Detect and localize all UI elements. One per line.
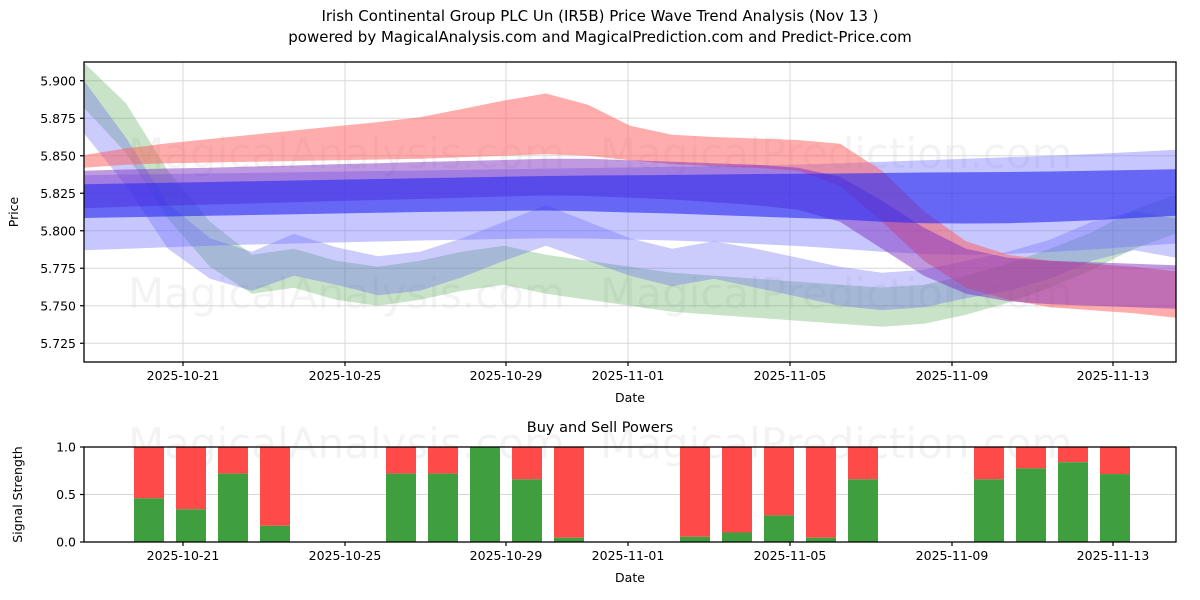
buy-power-bar	[176, 509, 206, 542]
buy-power-bar	[470, 447, 500, 542]
buy-power-bar	[260, 525, 290, 542]
buy-power-bar	[134, 498, 164, 542]
x-tick-label: 2025-10-29	[470, 368, 543, 383]
sell-power-bar	[1058, 447, 1088, 463]
x-tick-label: 2025-11-09	[916, 368, 989, 383]
plot-frame	[83, 61, 1177, 363]
sell-power-bar	[1100, 447, 1130, 475]
x-tick-label: 2025-10-21	[147, 548, 220, 563]
x-axis-title: Date	[615, 390, 645, 405]
y-tick-label: 1.0	[56, 440, 76, 455]
buy-sell-powers-chart: Buy and Sell PowersMagicalAnalysis.comMa…	[10, 419, 1177, 585]
y-tick-label: 5.825	[40, 186, 76, 201]
x-tick-label: 2025-10-29	[470, 548, 543, 563]
y-axis: 0.0 0.5 1.0	[56, 440, 84, 550]
y-tick-label: 5.900	[40, 73, 76, 88]
y-tick-label: 0.5	[56, 487, 76, 502]
y-tick-label: 5.725	[40, 336, 76, 351]
y-tick-label: 5.775	[40, 261, 76, 276]
y-tick-label: 0.0	[56, 535, 76, 550]
buy-power-bar	[974, 479, 1004, 542]
sell-power-bar	[1016, 447, 1046, 469]
x-axis-title: Date	[615, 570, 645, 585]
y-axis-title: Price	[6, 196, 21, 227]
sell-power-bar	[974, 447, 1004, 480]
sell-power-bar	[806, 447, 836, 538]
buy-power-bar	[512, 479, 542, 542]
y-axis: 5.725 5.750 5.775 5.800 5.825 5.850 5.875 5.900	[40, 73, 84, 351]
sell-power-bar	[764, 447, 794, 516]
x-tick-label: 2025-11-09	[916, 548, 989, 563]
buy-power-bar	[1016, 468, 1046, 542]
x-tick-label: 2025-11-05	[754, 548, 827, 563]
buy-power-bar	[1100, 474, 1130, 542]
buy-power-bar	[554, 537, 584, 542]
sell-power-bar	[848, 447, 878, 480]
buy-power-bar	[764, 515, 794, 542]
sell-power-bar	[512, 447, 542, 480]
x-axis: 2025-10-21 2025-10-25 2025-10-29 2025-11-01…	[147, 542, 1150, 563]
red-wave-band	[84, 93, 1176, 318]
title-line-2: powered by MagicalAnalysis.com and Magic…	[288, 28, 912, 46]
x-tick-label: 2025-11-13	[1077, 548, 1150, 563]
buy-power-bar	[386, 473, 416, 542]
sell-power-bar	[428, 447, 458, 474]
sell-power-bar	[134, 447, 164, 499]
sell-power-bar	[260, 447, 290, 526]
green-wave-band	[84, 62, 1176, 327]
sell-power-bar	[176, 447, 206, 510]
buy-power-bar	[848, 479, 878, 542]
blue-core-band	[84, 169, 1176, 224]
y-axis-title: Signal Strength	[10, 446, 25, 542]
y-tick-label: 5.850	[40, 148, 76, 163]
x-tick-label: 2025-11-05	[754, 368, 827, 383]
x-tick-label: 2025-10-25	[309, 548, 382, 563]
y-tick-label: 5.875	[40, 111, 76, 126]
buy-power-bar	[218, 473, 248, 542]
x-tick-label: 2025-10-21	[147, 368, 220, 383]
x-tick-label: 2025-11-01	[592, 368, 665, 383]
y-tick-label: 5.750	[40, 298, 76, 313]
x-tick-label: 2025-11-13	[1077, 368, 1150, 383]
sell-power-bar	[680, 447, 710, 537]
x-tick-label: 2025-11-01	[592, 548, 665, 563]
x-axis: 2025-10-21 2025-10-25 2025-10-29 2025-11-01…	[147, 362, 1150, 383]
x-tick-label: 2025-10-25	[309, 368, 382, 383]
buy-power-bar	[1058, 462, 1088, 542]
buy-power-bar	[428, 473, 458, 542]
buy-power-bar	[722, 532, 752, 542]
bars	[134, 447, 1130, 542]
page-title: Irish Continental Group PLC Un (IR5B) Pr…	[0, 6, 1200, 48]
sell-power-bar	[722, 447, 752, 533]
buy-power-bar	[680, 536, 710, 542]
buy-power-bar	[806, 537, 836, 542]
sell-power-bar	[386, 447, 416, 474]
sell-power-bar	[554, 447, 584, 538]
y-tick-label: 5.800	[40, 223, 76, 238]
watermark-text: MagicalAnalysis.com	[128, 269, 565, 318]
sell-power-bar	[218, 447, 248, 474]
blue-wiggle-band	[84, 80, 1176, 311]
wave-bands	[84, 62, 1176, 327]
price-wave-chart: MagicalAnalysis.comMagicalAnalysis.comMa…	[6, 61, 1177, 405]
subchart-title: Buy and Sell Powers	[527, 420, 673, 436]
title-line-1: Irish Continental Group PLC Un (IR5B) Pr…	[321, 7, 879, 25]
